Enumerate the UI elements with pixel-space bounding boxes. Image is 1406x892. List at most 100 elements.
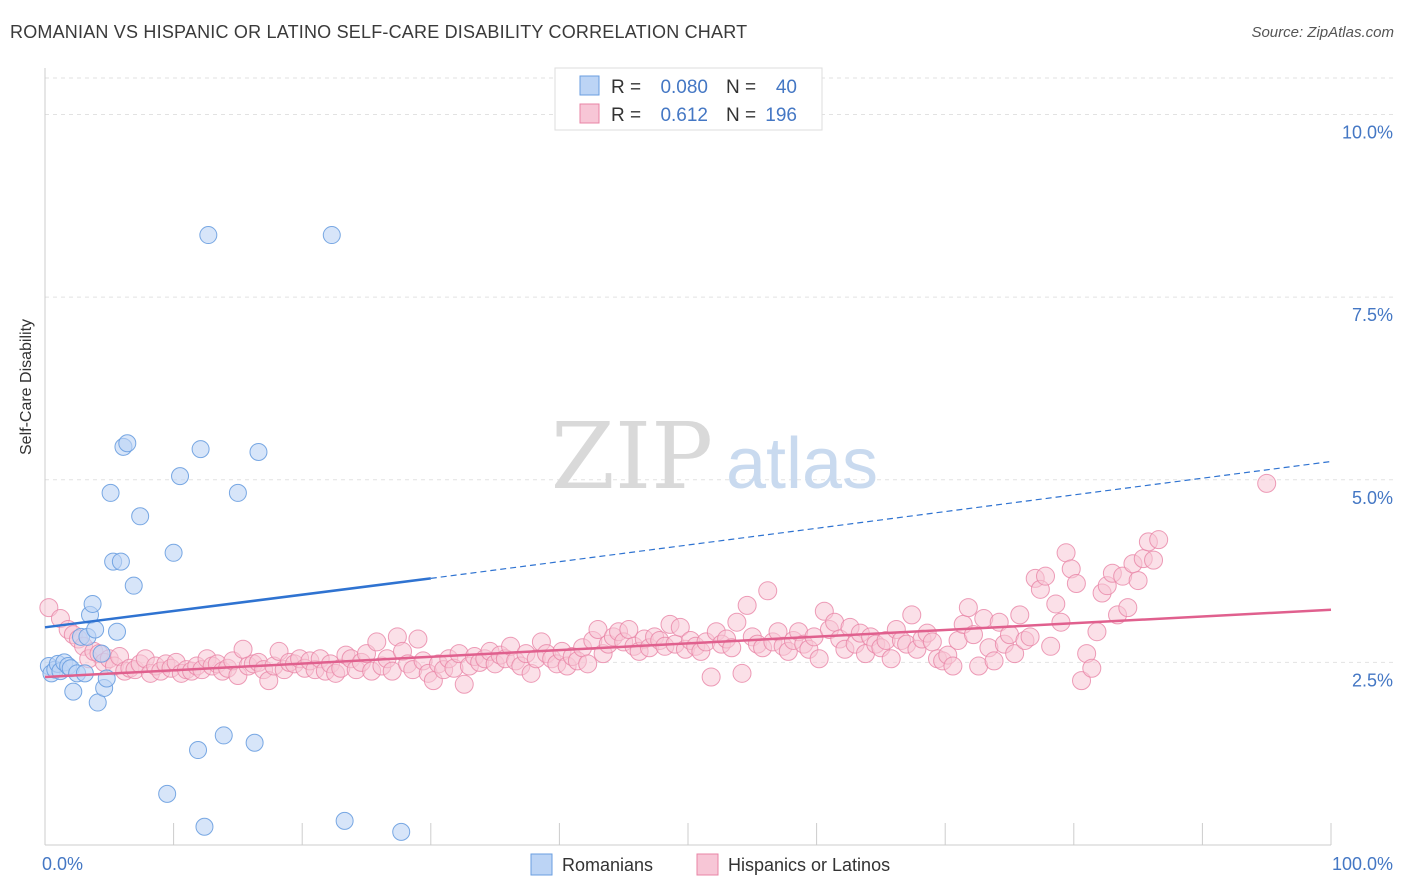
y-tick-label: 7.5% (1352, 305, 1393, 325)
point-hispanic (454, 674, 474, 694)
point-hispanic (758, 581, 778, 601)
point-hispanic (902, 605, 922, 625)
point-hispanic (1010, 605, 1030, 625)
stats-n-label-1: N = (726, 77, 756, 98)
stats-r-value-1: 0.080 (660, 77, 708, 98)
point-romanian (111, 552, 130, 571)
point-hispanic (881, 649, 901, 669)
legend-label-romanians: Romanians (562, 855, 653, 875)
point-romanian (189, 741, 208, 760)
watermark-atlas: atlas (726, 424, 878, 504)
gridlines (45, 77, 1393, 663)
point-romanian (335, 811, 354, 830)
axes (44, 68, 1332, 846)
point-hispanic (727, 612, 747, 632)
point-hispanic (1020, 627, 1040, 647)
point-hispanic (722, 638, 742, 658)
legend: Romanians Hispanics or Latinos (530, 853, 890, 876)
point-hispanic (1072, 671, 1092, 691)
point-hispanic (732, 663, 752, 683)
point-hispanic (701, 667, 721, 687)
point-romanian (228, 483, 247, 502)
x-tick-label: 100.0% (1332, 854, 1393, 874)
point-romanian (83, 594, 102, 613)
point-romanian (249, 443, 268, 462)
point-romanian (86, 620, 105, 639)
point-romanian (164, 543, 183, 562)
trend-lines (44, 460, 1332, 679)
point-hispanic (1128, 571, 1148, 591)
point-hispanic (39, 598, 59, 618)
stats-n-value-1: 40 (776, 77, 797, 98)
trend-line-romanians-extension (430, 460, 1332, 579)
point-romanian (191, 440, 210, 459)
point-romanian (92, 644, 111, 663)
point-hispanic (984, 651, 1004, 671)
stats-swatch-romanians (579, 75, 600, 96)
tick-labels: 2.5% 5.0% 7.5% 10.0% 0.0% 100.0% (42, 123, 1393, 874)
point-romanian (108, 622, 127, 641)
point-romanian (195, 817, 214, 836)
source-credit: Source: ZipAtlas.com (1251, 24, 1394, 41)
point-hispanic (809, 649, 829, 669)
point-romanian (64, 682, 83, 701)
point-hispanic (943, 656, 963, 676)
point-hispanic (1041, 636, 1061, 656)
stats-r-label-1: R = (611, 77, 641, 98)
point-hispanic (974, 609, 994, 629)
stats-swatch-hispanics (579, 103, 600, 124)
stats-r-value-2: 0.612 (660, 105, 708, 126)
stats-n-value-2: 196 (765, 105, 797, 126)
point-romanian (75, 664, 94, 683)
point-romanian (101, 483, 120, 502)
point-hispanic (1051, 612, 1071, 632)
point-hispanic (1036, 566, 1056, 586)
point-romanian (118, 434, 137, 453)
watermark: ZIP atlas (551, 403, 878, 510)
y-tick-label: 10.0% (1342, 123, 1393, 143)
y-tick-label: 2.5% (1352, 670, 1393, 690)
point-hispanic (382, 661, 402, 681)
point-romanian (158, 784, 177, 803)
stats-r-label-2: R = (611, 105, 641, 126)
point-hispanic (578, 654, 598, 674)
point-romanian (199, 226, 218, 245)
point-hispanic (1144, 550, 1164, 570)
point-romanian (322, 226, 341, 245)
legend-label-hispanics: Hispanics or Latinos (728, 855, 890, 875)
x-tick-label: 0.0% (42, 854, 83, 874)
point-hispanic (1087, 622, 1107, 642)
point-romanian (392, 822, 411, 841)
point-hispanic (963, 625, 983, 645)
point-hispanic (408, 629, 428, 649)
point-hispanic (1082, 658, 1102, 678)
point-romanian (214, 726, 233, 745)
point-romanian (171, 467, 190, 486)
watermark-zip: ZIP (551, 403, 713, 510)
chart-title: ROMANIAN VS HISPANIC OR LATINO SELF-CARE… (10, 22, 748, 42)
point-hispanic (1046, 594, 1066, 614)
point-hispanic (367, 632, 387, 652)
point-hispanic (619, 620, 639, 640)
point-hispanic (737, 595, 757, 615)
trend-line-hispanics (44, 608, 1332, 679)
point-hispanic (1005, 644, 1025, 664)
point-romanian (131, 507, 150, 526)
point-hispanic (1056, 543, 1076, 563)
point-hispanic (588, 620, 608, 640)
point-hispanic (1118, 598, 1138, 618)
point-hispanic (958, 598, 978, 618)
trend-line-romanians (44, 577, 431, 629)
point-hispanic (670, 617, 690, 637)
point-romanian (124, 576, 143, 595)
point-hispanic (922, 632, 942, 652)
legend-swatch-hispanics (696, 853, 719, 876)
series-romanians-points (39, 226, 411, 841)
y-tick-label: 5.0% (1352, 488, 1393, 508)
point-hispanic (1149, 530, 1169, 550)
series-hispanics-points (39, 473, 1277, 694)
stats-box: R = 0.080 N = 40 R = 0.612 N = 196 (554, 67, 823, 131)
point-romanian (245, 733, 264, 752)
point-hispanic (1066, 573, 1086, 593)
